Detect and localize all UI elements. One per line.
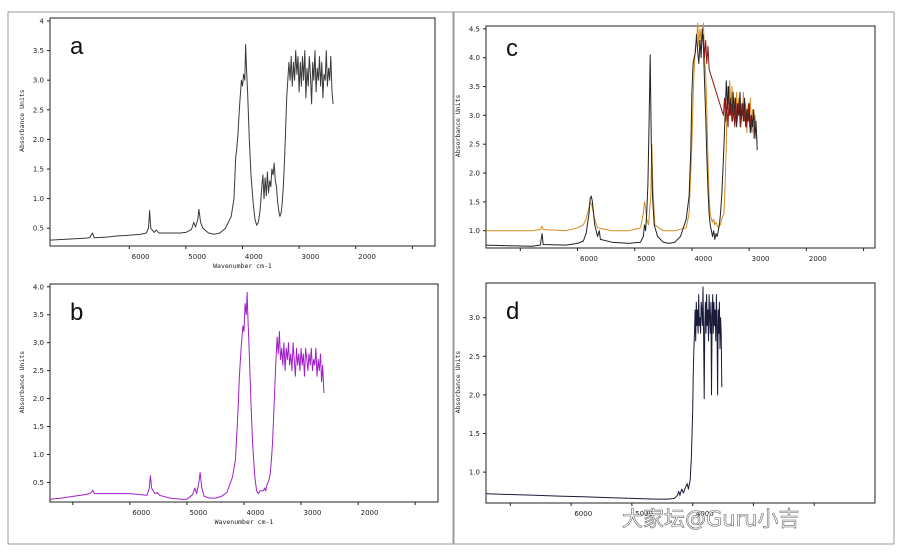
- x-tick-label: 2000: [361, 509, 379, 517]
- y-tick-label: 1.0: [33, 195, 44, 203]
- y-tick-label: 3.0: [469, 112, 480, 120]
- x-tick-label: 3000: [302, 253, 320, 261]
- y-tick-label: 0.5: [33, 225, 44, 233]
- spectrum-line-a-0: [49, 44, 334, 241]
- y-tick-label: 2.5: [469, 353, 480, 361]
- y-tick-label: 2.0: [33, 395, 44, 403]
- y-tick-label: 2.0: [469, 170, 480, 178]
- y-tick-label: 3.0: [33, 339, 44, 347]
- panel-letter-b: b: [70, 299, 83, 326]
- y-tick-label: 2.0: [33, 136, 44, 144]
- x-tick-label: 6000: [132, 253, 150, 261]
- y-tick-label: 4.0: [33, 283, 44, 291]
- y-axis-label-d: Absorbance Units: [454, 351, 462, 414]
- y-tick-label: 2.0: [469, 391, 480, 399]
- center-divider: [452, 11, 455, 545]
- plot-area-a: [49, 17, 436, 247]
- y-tick-label: 4.5: [469, 25, 480, 33]
- y-tick-label: 3.5: [469, 83, 480, 91]
- plot-area-d: [485, 282, 876, 504]
- x-tick-label: 4000: [694, 255, 712, 263]
- y-tick-label: 1.0: [33, 451, 44, 459]
- y-tick-label: 2.5: [469, 141, 480, 149]
- x-tick-label: 3000: [304, 509, 322, 517]
- panel-a: 0.5 1.0 1.5 2.0 2.5 3.0 3.5 4 6000 5000 4000 3000 20…: [18, 17, 436, 270]
- x-axis-label-b: Wavenumber cm-1: [215, 518, 274, 526]
- x-tick-label: 4000: [245, 253, 263, 261]
- y-axis-label-c: Absorbance Units: [454, 95, 462, 158]
- panel-letter-a: a: [70, 33, 84, 60]
- watermark-text: 大家坛@Guru小吉: [622, 507, 800, 531]
- y-tick-label: 0.5: [33, 479, 44, 487]
- y-tick-label: 3.0: [33, 77, 44, 85]
- y-tick-label: 4.0: [469, 54, 480, 62]
- y-tick-label: 3.5: [33, 47, 44, 55]
- y-axis-label-a: Absorbance Units: [18, 89, 26, 152]
- x-tick-label: 3000: [752, 255, 770, 263]
- spectrum-line-c-1: [485, 28, 758, 247]
- panel-letter-c: c: [506, 35, 518, 62]
- panel-d: 1.0 1.5 2.0 2.5 3.0 6000 5000 4000 d Absorbance U…: [454, 282, 876, 518]
- y-tick-label: 4: [40, 17, 45, 25]
- panel-b: 0.5 1.0 1.5 2.0 2.5 3.0 3.5 4.0 6000 5000 4000 3000…: [18, 283, 439, 526]
- y-tick-label: 3.0: [469, 314, 480, 322]
- x-tick-label: 6000: [574, 510, 592, 518]
- x-tick-label: 6000: [132, 509, 150, 517]
- plot-area-c: [485, 25, 876, 249]
- panel-c: 1.0 1.5 2.0 2.5 3.0 3.5 4.0 4.5 6000 5000 4000 3000…: [454, 22, 876, 263]
- x-tick-label: 2000: [358, 253, 376, 261]
- x-tick-label: 5000: [635, 510, 653, 518]
- x-tick-label: 2000: [809, 255, 827, 263]
- spectrum-line-b-0: [49, 291, 325, 500]
- y-tick-label: 2.5: [33, 367, 44, 375]
- plot-area-b: [49, 283, 439, 503]
- x-axis-label-a: Wavenumber cm-1: [213, 262, 272, 270]
- y-tick-label: 3.5: [33, 311, 44, 319]
- outer-border: [7, 11, 895, 545]
- y-tick-label: 1.5: [469, 198, 480, 206]
- panels-layer: 0.5 1.0 1.5 2.0 2.5 3.0 3.5 4 6000 5000 4000 3000 20…: [18, 17, 876, 526]
- y-tick-label: 1.0: [469, 227, 480, 235]
- y-tick-label: 1.0: [469, 469, 480, 477]
- x-tick-label: 5000: [188, 253, 206, 261]
- x-tick-label: 6000: [580, 255, 598, 263]
- x-tick-label: 4000: [696, 510, 714, 518]
- y-tick-label: 2.5: [33, 106, 44, 114]
- x-tick-label: 5000: [637, 255, 655, 263]
- y-tick-label: 1.5: [33, 423, 44, 431]
- spectrum-line-d-0: [485, 286, 723, 500]
- y-axis-label-b: Absorbance Units: [18, 351, 26, 414]
- spectrum-line-c-2: [702, 34, 753, 133]
- panel-letter-d: d: [506, 298, 519, 325]
- y-tick-label: 1.5: [33, 166, 44, 174]
- y-tick-label: 1.5: [469, 430, 480, 438]
- x-tick-label: 4000: [246, 509, 264, 517]
- x-tick-label: 5000: [189, 509, 207, 517]
